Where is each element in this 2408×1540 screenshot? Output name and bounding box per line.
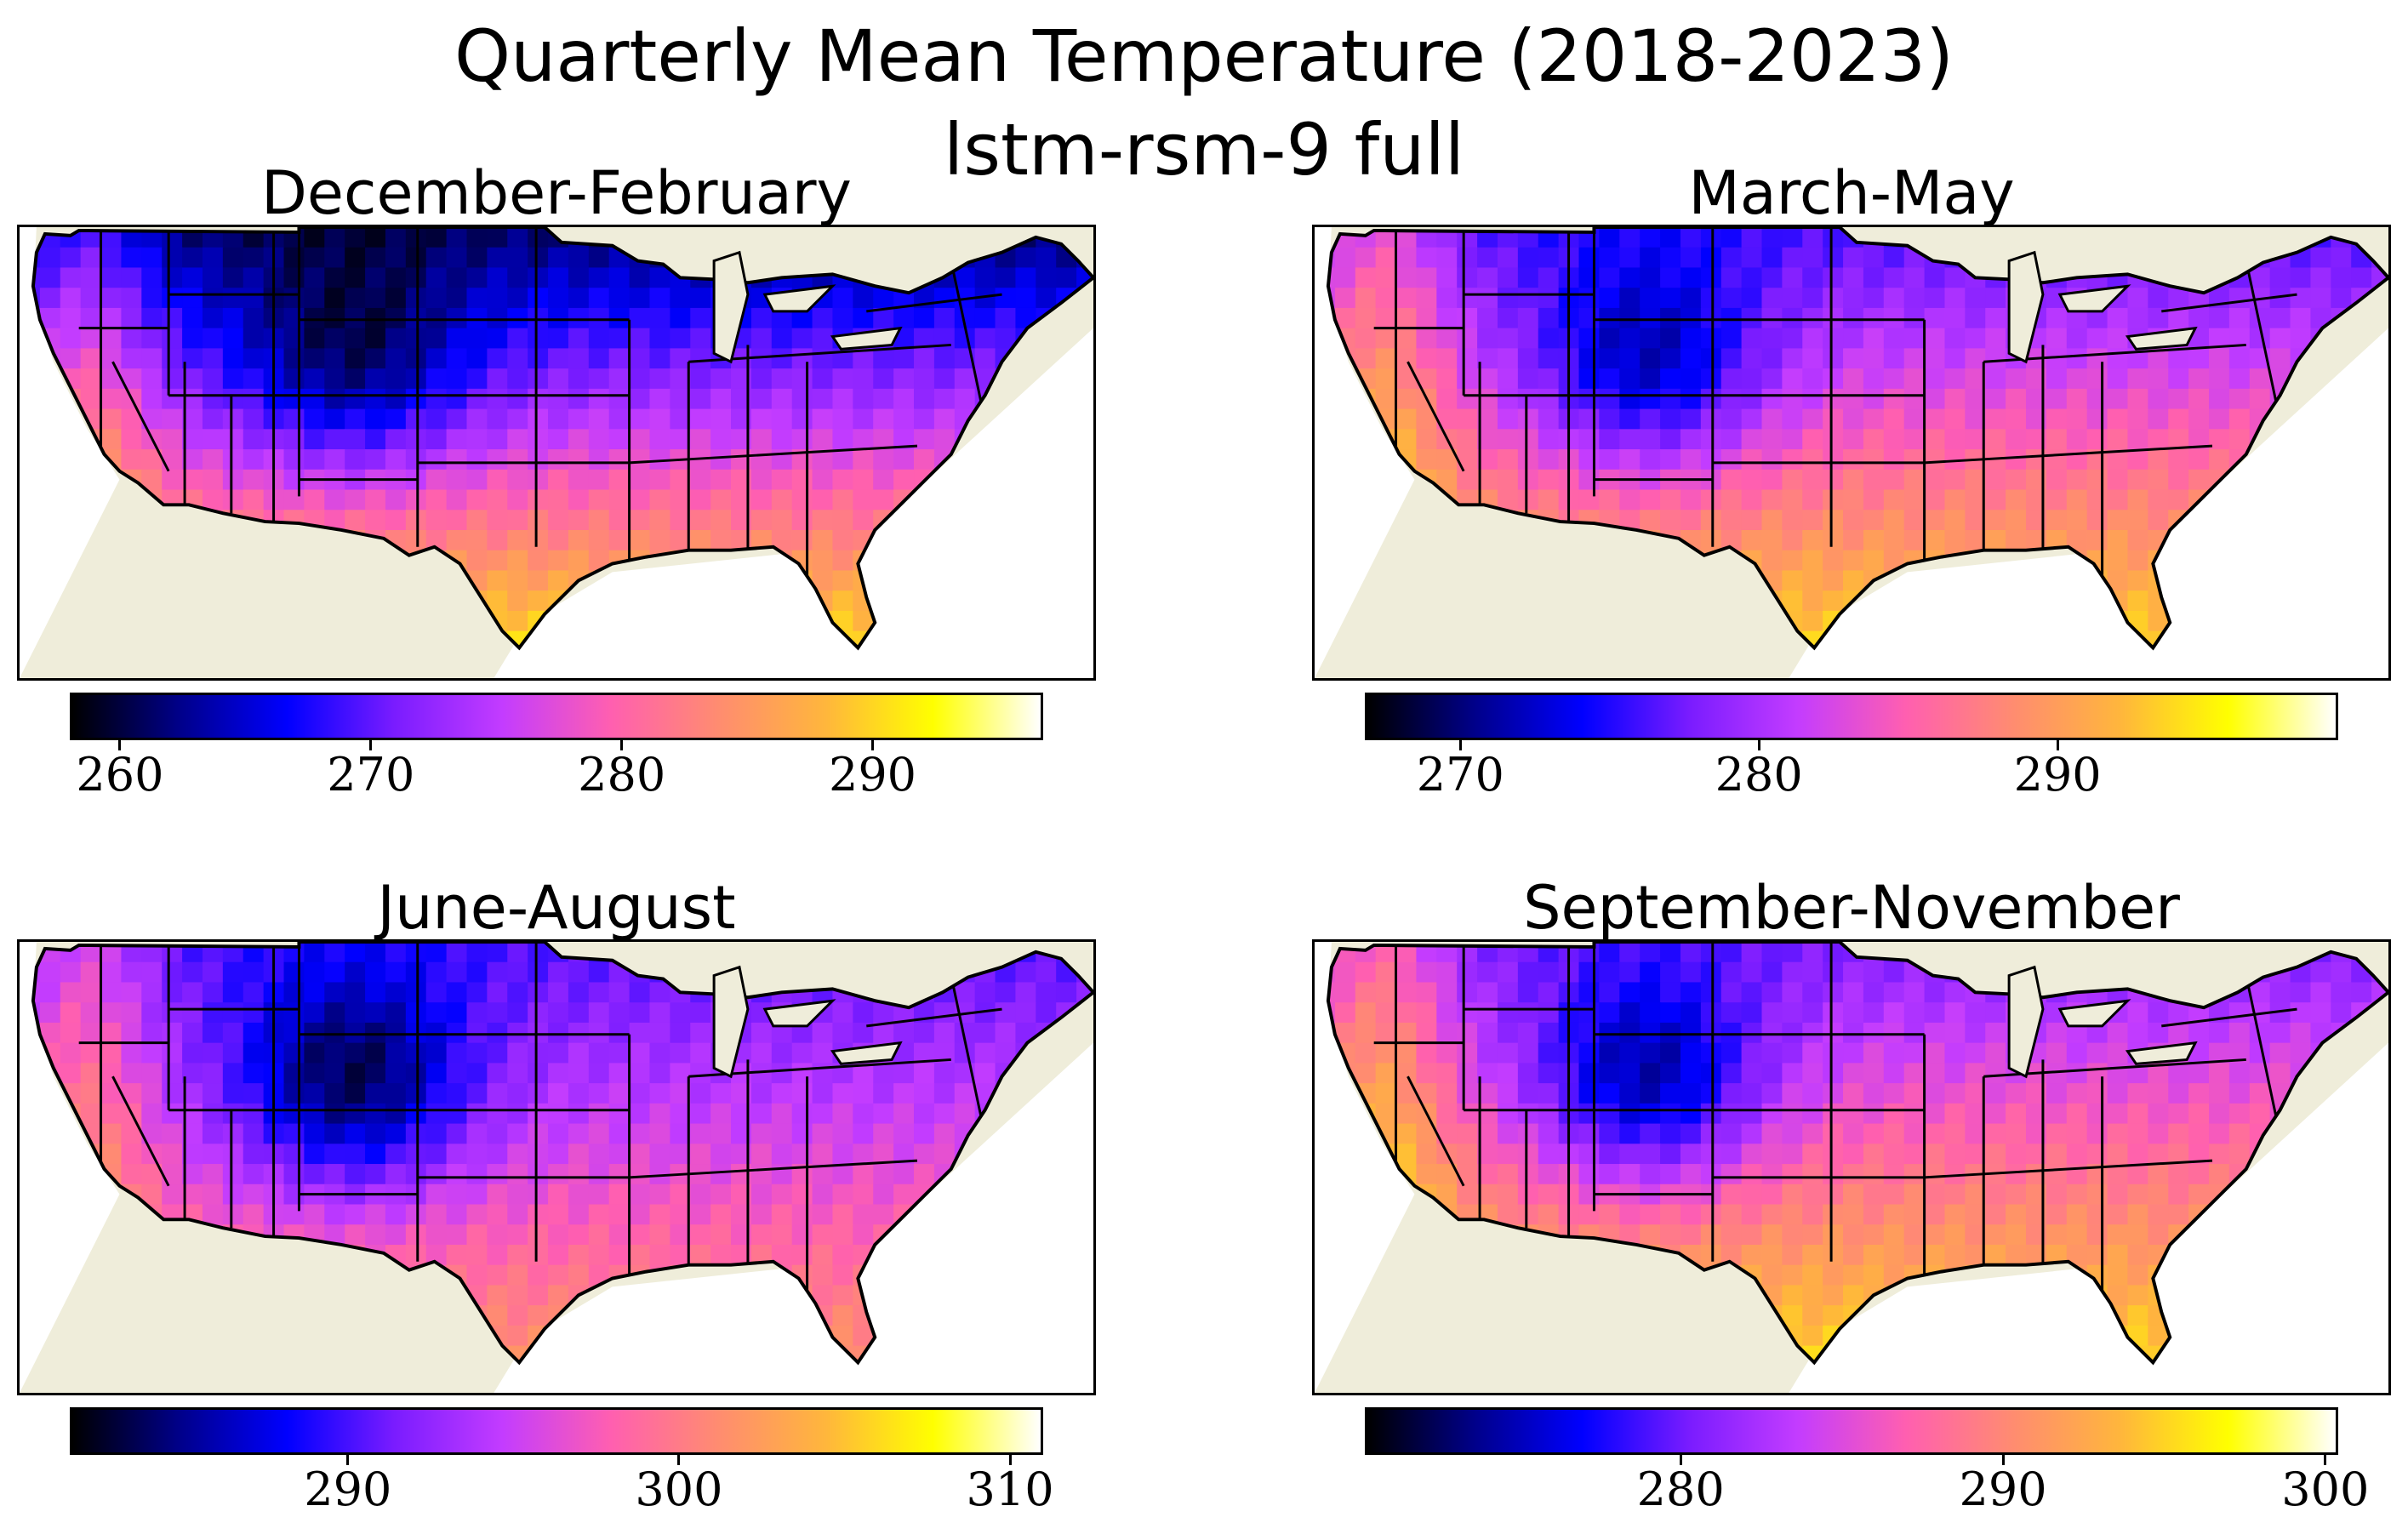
colorbar-tick-label: 280 bbox=[578, 748, 666, 801]
colorbar-tick-mark bbox=[1679, 1455, 1682, 1465]
great-lakes bbox=[2007, 250, 2198, 364]
ocean-atlantic-gulf bbox=[1789, 328, 2388, 678]
colorbar-tick-mark bbox=[1008, 1455, 1012, 1465]
map-svg-jja bbox=[20, 942, 1093, 1393]
great-lakes bbox=[712, 250, 903, 364]
ocean-atlantic-gulf bbox=[494, 328, 1093, 678]
colorbar-tick-label: 270 bbox=[327, 748, 415, 801]
colorbar-tick-mark bbox=[1757, 740, 1760, 750]
colorbar-tick-label: 290 bbox=[2013, 748, 2102, 801]
colorbar-tick-mark bbox=[346, 1455, 350, 1465]
ocean-pacific bbox=[1315, 227, 1415, 678]
colorbar-tick-label: 300 bbox=[2281, 1463, 2370, 1516]
map-svg-son bbox=[1315, 942, 2388, 1393]
state-borders bbox=[1373, 227, 2297, 648]
state-borders bbox=[78, 942, 1002, 1363]
colorbar-tick-mark bbox=[871, 740, 874, 750]
great-lakes bbox=[2007, 965, 2198, 1079]
map-mam bbox=[1312, 225, 2391, 681]
panel-title-son: September-November bbox=[1523, 873, 2180, 943]
map-son bbox=[1312, 939, 2391, 1395]
colorbar-tick-label: 290 bbox=[828, 748, 917, 801]
panel-title-mam: March-May bbox=[1688, 158, 2015, 228]
ocean-pacific bbox=[20, 227, 120, 678]
ocean-atlantic-gulf bbox=[494, 1042, 1093, 1393]
panel-title-jja: June-August bbox=[377, 873, 736, 943]
colorbar-tick-mark bbox=[677, 1455, 681, 1465]
ocean-pacific bbox=[20, 942, 120, 1393]
colorbar-tick-mark bbox=[369, 740, 373, 750]
ocean-atlantic-gulf bbox=[1789, 1042, 2388, 1393]
figure-title: Quarterly Mean Temperature (2018-2023) bbox=[454, 14, 1954, 98]
panel-title-djf: December-February bbox=[261, 158, 852, 228]
colorbar-tick-mark bbox=[2324, 1455, 2327, 1465]
colorbar-tick-mark bbox=[2056, 740, 2059, 750]
colorbar-jja bbox=[70, 1407, 1043, 1455]
colorbar-djf bbox=[70, 693, 1043, 740]
map-svg-djf bbox=[20, 227, 1093, 678]
colorbar-tick-mark bbox=[2001, 1455, 2005, 1465]
colorbar-tick-label: 270 bbox=[1416, 748, 1504, 801]
map-jja bbox=[17, 939, 1096, 1395]
map-svg-mam bbox=[1315, 227, 2388, 678]
country-outline bbox=[31, 942, 1093, 1366]
country-outline bbox=[31, 227, 1093, 651]
colorbar-tick-label: 290 bbox=[1959, 1463, 2047, 1516]
colorbar-mam bbox=[1365, 693, 2338, 740]
colorbar-tick-label: 260 bbox=[76, 748, 164, 801]
colorbar-tick-label: 280 bbox=[1636, 1463, 1725, 1516]
ocean-pacific bbox=[1315, 942, 1415, 1393]
colorbar-tick-mark bbox=[1458, 740, 1462, 750]
colorbar-tick-label: 300 bbox=[635, 1463, 723, 1516]
colorbar-tick-label: 310 bbox=[966, 1463, 1054, 1516]
colorbar-tick-mark bbox=[118, 740, 122, 750]
colorbar-tick-label: 280 bbox=[1715, 748, 1803, 801]
figure-subtitle: lstm-rsm-9 full bbox=[943, 108, 1465, 191]
country-outline bbox=[1326, 942, 2388, 1366]
country-outline bbox=[1326, 227, 2388, 651]
great-lakes bbox=[712, 965, 903, 1079]
colorbar-tick-mark bbox=[620, 740, 624, 750]
colorbar-son bbox=[1365, 1407, 2338, 1455]
colorbar-tick-label: 290 bbox=[304, 1463, 392, 1516]
state-borders bbox=[78, 227, 1002, 648]
map-djf bbox=[17, 225, 1096, 681]
